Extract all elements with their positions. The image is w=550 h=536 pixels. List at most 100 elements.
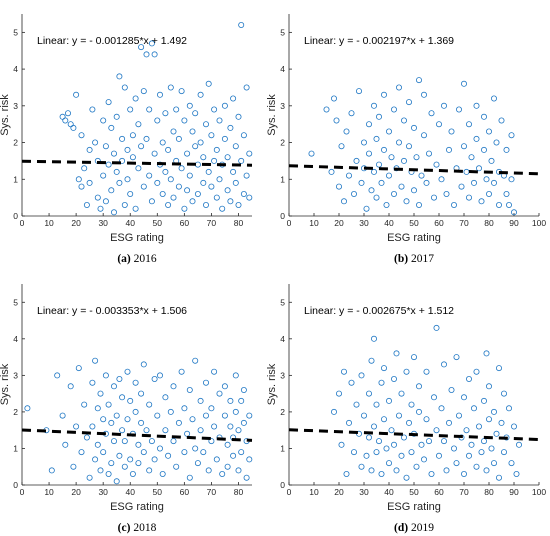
data-point: [202, 201, 209, 208]
data-point: [167, 84, 174, 91]
data-point: [227, 397, 234, 404]
data-point: [200, 179, 207, 186]
data-point: [448, 128, 455, 135]
y-axis-label: Sys. risk: [266, 363, 278, 405]
data-point: [159, 190, 166, 197]
data-point: [165, 201, 172, 208]
data-point: [398, 452, 405, 459]
data-point: [365, 150, 372, 157]
data-point: [485, 416, 492, 423]
x-tick-label: 0: [20, 218, 25, 228]
data-point: [350, 190, 357, 197]
data-point: [97, 467, 104, 474]
data-point: [495, 201, 502, 208]
x-tick-label: 90: [509, 487, 519, 497]
y-tick-label: 3: [280, 101, 285, 111]
x-tick-label: 80: [484, 218, 494, 228]
x-tick-label: 50: [153, 487, 163, 497]
data-point: [200, 154, 207, 161]
y-tick-label: 2: [13, 138, 18, 148]
data-point: [238, 397, 245, 404]
data-point: [105, 161, 112, 168]
data-point: [175, 183, 182, 190]
data-point: [170, 194, 177, 201]
chart-panel-3: 0 10 20 30 40 50 60 70 80 0 1 2 3 4 5 Linear: y = - 0.0…: [0, 284, 253, 534]
panel-caption: (a) 2016: [117, 253, 157, 265]
data-point: [48, 467, 55, 474]
data-point: [113, 168, 120, 175]
data-point: [111, 383, 118, 390]
data-point: [385, 128, 392, 135]
data-point: [395, 84, 402, 91]
data-point: [423, 368, 430, 375]
data-point: [340, 368, 347, 375]
data-point: [238, 21, 245, 28]
data-point: [81, 401, 88, 408]
x-tick-label: 60: [434, 487, 444, 497]
data-point: [505, 405, 512, 412]
data-point: [211, 423, 218, 430]
data-point: [408, 449, 415, 456]
chart-panel-4: 0 10 20 30 40 50 60 70 80 90 100 0 1 2 3 4 5 Linear: y = …: [266, 284, 546, 534]
caption-label: (c): [118, 522, 131, 534]
data-point: [445, 419, 452, 426]
data-point: [460, 394, 467, 401]
data-point: [181, 449, 188, 456]
data-point: [124, 416, 131, 423]
data-point: [73, 423, 80, 430]
data-point: [116, 452, 123, 459]
data-point: [413, 463, 420, 470]
data-point: [184, 187, 191, 194]
data-point: [505, 201, 512, 208]
data-point: [450, 445, 457, 452]
data-point: [135, 165, 142, 172]
data-point: [151, 456, 158, 463]
data-point: [508, 176, 515, 183]
data-point: [113, 478, 120, 485]
data-point: [380, 365, 387, 372]
caption-year: 2018: [133, 522, 156, 534]
data-point: [221, 135, 228, 142]
data-point: [360, 139, 367, 146]
x-tick-label: 20: [71, 487, 81, 497]
data-point: [353, 401, 360, 408]
data-point: [189, 416, 196, 423]
data-point: [148, 198, 155, 205]
data-point: [490, 179, 497, 186]
data-point: [162, 427, 169, 434]
data-point: [208, 132, 215, 139]
data-point: [433, 161, 440, 168]
data-point: [330, 408, 337, 415]
data-point: [143, 427, 150, 434]
data-point: [358, 372, 365, 379]
data-point: [243, 84, 250, 91]
data-point: [105, 401, 112, 408]
data-point: [181, 117, 188, 124]
panel-caption: (b) 2017: [394, 253, 434, 265]
data-point: [443, 467, 450, 474]
data-point: [465, 194, 472, 201]
data-point: [154, 412, 161, 419]
data-point: [94, 405, 101, 412]
data-point: [232, 179, 239, 186]
data-point: [211, 157, 218, 164]
data-point: [395, 139, 402, 146]
regression-line: [21, 159, 253, 167]
data-point: [92, 139, 99, 146]
data-point: [480, 397, 487, 404]
data-point: [485, 128, 492, 135]
data-point: [113, 113, 120, 120]
data-point: [240, 419, 247, 426]
caption-label: (a): [117, 253, 131, 265]
data-point: [510, 423, 517, 430]
data-point: [148, 40, 155, 47]
data-point: [508, 132, 515, 139]
data-point: [151, 375, 158, 382]
data-point: [192, 143, 199, 150]
data-point: [138, 390, 145, 397]
data-point: [186, 386, 193, 393]
data-point: [483, 467, 490, 474]
data-point: [121, 201, 128, 208]
data-point: [156, 372, 163, 379]
data-point: [97, 205, 104, 212]
